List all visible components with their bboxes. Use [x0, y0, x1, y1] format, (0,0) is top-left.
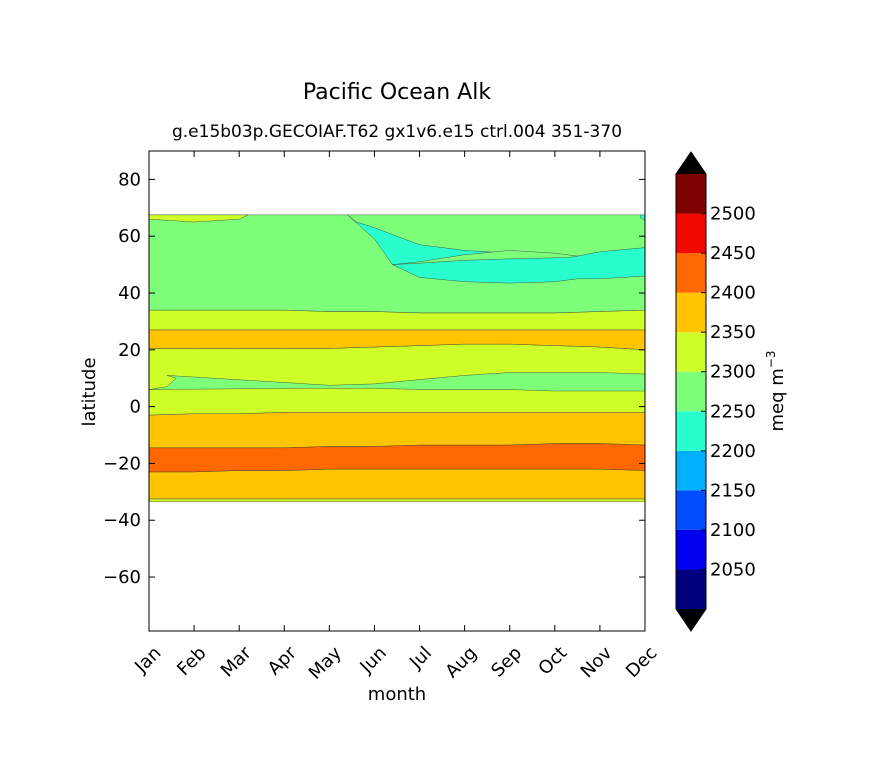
x-tick-label-apr: Apr — [264, 642, 301, 679]
y-tick-label-0: 80 — [118, 169, 141, 190]
plot-area: Jan Feb Mar Apr May Jun Jul Aug Sep Oct Nov Dec 80 6… — [103, 150, 661, 684]
x-tick-label-feb: Feb — [173, 643, 210, 680]
contour-region-3 — [392, 250, 578, 265]
contour-fills — [149, 214, 645, 502]
contour-band-7 — [149, 309, 645, 331]
x-tick-label-dec: Dec — [622, 643, 661, 682]
x-tick-label-nov: Nov — [577, 642, 617, 682]
y-tick-label-7: −60 — [103, 567, 141, 588]
colorbar-tick-label-2450: 2450 — [710, 243, 756, 264]
y-tick-label-1: 60 — [118, 226, 141, 247]
colorbar-segment-2350 — [676, 292, 706, 333]
colorbar-segment-2200 — [676, 411, 706, 451]
colorbar-segment-2500 — [676, 174, 706, 214]
x-axis-label: month — [368, 684, 426, 705]
colorbar-segment-2050 — [676, 529, 706, 570]
y-tick-label-5: −20 — [103, 453, 141, 474]
colorbar: 2050 2100 2150 2200 2250 2300 2350 2400 2450 2500 — [675, 151, 756, 632]
x-tick-label-jun: Jun — [355, 643, 390, 678]
y-tick-label-4: 0 — [130, 397, 141, 418]
colorbar-segment-2300 — [676, 332, 706, 372]
colorbar-tick-label-2050: 2050 — [710, 559, 756, 580]
colorbar-tick-label-2250: 2250 — [710, 401, 756, 422]
colorbar-outline — [675, 151, 707, 632]
contour-region-1 — [149, 372, 645, 392]
y-tick-label-6: −40 — [103, 510, 141, 531]
x-tick-label-jul: Jul — [405, 643, 436, 674]
contour-band-4 — [149, 412, 645, 448]
colorbar-label-unit: meq m — [767, 368, 788, 431]
colorbar-label: meq m−3 — [764, 351, 788, 432]
contour-band-1 — [149, 498, 645, 502]
y-axis-label: latitude — [79, 357, 100, 426]
colorbar-extend-top — [676, 152, 706, 174]
x-tick-label-aug: Aug — [441, 643, 481, 683]
y-tick-label-2: 40 — [118, 283, 141, 304]
plot-frame — [148, 150, 646, 632]
x-tick-label-sep: Sep — [487, 643, 526, 682]
colorbar-segment-2100 — [676, 490, 706, 530]
colorbar-tick-label-2350: 2350 — [710, 322, 756, 343]
colorbar-segment-2000 — [676, 569, 706, 609]
contour-band-2 — [149, 468, 645, 500]
colorbar-segment-2150 — [676, 450, 706, 491]
x-tick-label-jan: Jan — [130, 643, 165, 678]
colorbar-tick-label-2100: 2100 — [710, 520, 756, 541]
colorbar-segment-2400 — [676, 253, 706, 293]
colorbar-tick-label-2500: 2500 — [710, 204, 756, 225]
colorbar-segment-2250 — [676, 371, 706, 412]
x-tick-label-mar: Mar — [217, 642, 256, 681]
colorbar-extend-bottom — [676, 609, 706, 631]
contour-region-5 — [640, 214, 645, 221]
x-tick-label-may: May — [305, 642, 346, 683]
y-axis: 80 60 40 20 0 −20 −40 −60 — [103, 169, 645, 588]
colorbar-segment-2450 — [676, 213, 706, 254]
contour-region-2 — [347, 214, 645, 284]
contour-region-4 — [149, 214, 249, 223]
chart-title: Pacific Ocean Alk — [303, 80, 491, 105]
x-tick-label-oct: Oct — [534, 643, 571, 680]
colorbar-tick-label-2300: 2300 — [710, 362, 756, 383]
colorbar-tick-label-2150: 2150 — [710, 480, 756, 501]
chart-subtitle: g.e15b03p.GECOIAF.T62 gx1v6.e15 ctrl.004… — [172, 122, 622, 142]
colorbar-tick-label-2200: 2200 — [710, 441, 756, 462]
colorbar-label-exponent: −3 — [764, 351, 778, 369]
colorbar-tick-label-2400: 2400 — [710, 283, 756, 304]
y-tick-label-3: 20 — [118, 340, 141, 361]
